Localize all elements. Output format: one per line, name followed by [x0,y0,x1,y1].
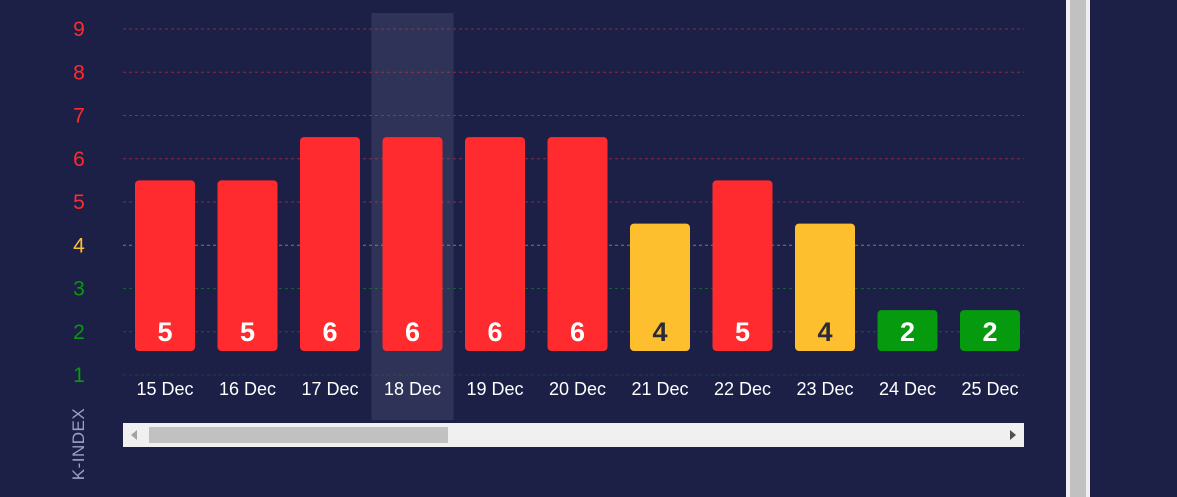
horizontal-scroll-thumb[interactable] [149,427,448,443]
bar-22-dec[interactable] [712,180,773,351]
y-tick-label: 4 [73,234,85,257]
bar-23-dec[interactable] [795,223,855,351]
bar-value-label: 5 [735,317,750,347]
x-tick-label: 22 Dec [714,379,771,399]
bar-value-label: 5 [157,317,172,347]
x-axis-tick-labels: 15 Dec 16 Dec 17 Dec 18 Dec 19 Dec 20 Dec 21 D… [136,379,1018,399]
horizontal-scrollbar[interactable] [123,423,1024,447]
y-tick-label: 5 [73,191,85,214]
bar-value-label: 4 [817,317,832,347]
y-tick-label: 1 [73,364,85,387]
bar-17-dec[interactable] [300,137,360,351]
y-tick-label: 9 [73,18,85,41]
bar-21-dec[interactable] [630,223,690,351]
x-tick-label: 23 Dec [796,379,853,399]
y-axis-title: K-INDEX [69,407,88,481]
bar-value-label: 4 [652,317,667,347]
bars: 5 5 6 6 6 6 4 5 4 2 2 [135,137,1020,351]
y-axis-tick-labels: 1 2 3 4 5 6 7 8 9 [73,18,85,387]
bar-19-dec[interactable] [465,137,525,351]
y-tick-label: 6 [73,148,85,171]
bar-value-label: 6 [322,317,337,347]
bar-20-dec[interactable] [547,137,608,351]
bar-25-dec[interactable] [960,310,1020,351]
bar-value-label: 2 [982,317,997,347]
x-tick-label: 16 Dec [219,379,276,399]
x-tick-label: 15 Dec [136,379,193,399]
bar-15-dec[interactable] [135,180,195,351]
y-tick-label: 8 [73,61,85,84]
x-tick-label: 24 Dec [879,379,936,399]
bar-18-dec[interactable] [382,137,443,351]
k-index-bar-chart: 1 2 3 4 5 6 7 8 9 5 5 6 6 6 6 4 5 4 2 2 15 Dec 16 Dec 17 Dec… [73,13,1024,420]
y-tick-label: 3 [73,278,85,301]
vertical-scroll-thumb[interactable] [1070,0,1086,497]
x-tick-label: 25 Dec [961,379,1018,399]
scroll-left-icon[interactable] [131,430,137,440]
scroll-right-icon[interactable] [1010,430,1016,440]
x-tick-label: 18 Dec [384,379,441,399]
x-tick-label: 19 Dec [466,379,523,399]
bar-value-label: 2 [900,317,915,347]
vertical-scrollbar[interactable] [1066,0,1090,497]
bar-value-label: 6 [405,317,420,347]
y-tick-label: 2 [73,321,85,344]
bar-16-dec[interactable] [217,180,278,351]
bar-value-label: 5 [240,317,255,347]
x-tick-label: 21 Dec [631,379,688,399]
bar-value-label: 6 [487,317,502,347]
bar-24-dec[interactable] [877,310,938,351]
x-tick-label: 17 Dec [301,379,358,399]
bar-value-label: 6 [570,317,585,347]
y-tick-label: 7 [73,105,85,128]
x-tick-label: 20 Dec [549,379,606,399]
